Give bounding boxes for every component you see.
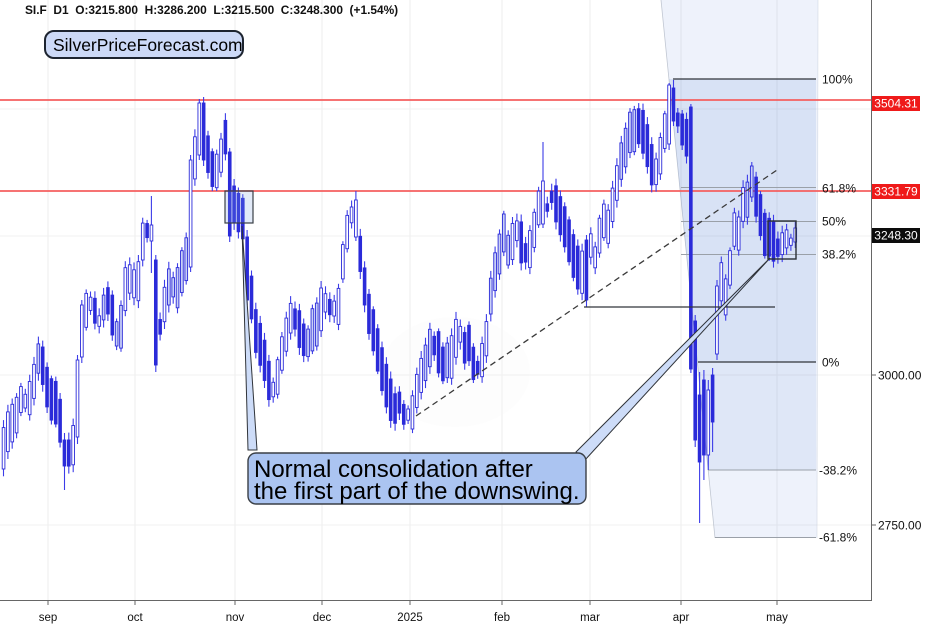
svg-text:61.8%: 61.8% xyxy=(822,182,856,196)
svg-text:3248.30: 3248.30 xyxy=(874,229,918,243)
svg-text:100%: 100% xyxy=(822,73,853,87)
svg-text:may: may xyxy=(766,612,788,624)
svg-text:-38.2%: -38.2% xyxy=(819,464,857,478)
svg-text:SilverPriceForecast.com: SilverPriceForecast.com xyxy=(53,35,243,55)
svg-text:2750.00: 2750.00 xyxy=(878,519,922,533)
svg-text:the first part of the downswin: the first part of the downswing. xyxy=(254,478,580,505)
svg-text:2025: 2025 xyxy=(397,612,423,624)
svg-text:SI.F D1 O:3215.800 H:3286.2: SI.F D1 O:3215.800 H:3286.200 L:3215.500… xyxy=(25,3,398,17)
svg-text:-61.8%: -61.8% xyxy=(819,531,857,545)
svg-text:3504.31: 3504.31 xyxy=(874,97,918,111)
svg-text:nov: nov xyxy=(226,612,245,624)
svg-text:38.2%: 38.2% xyxy=(822,248,856,262)
svg-text:mar: mar xyxy=(580,612,600,624)
svg-text:0%: 0% xyxy=(822,356,840,370)
svg-text:apr: apr xyxy=(673,612,690,624)
svg-text:3331.79: 3331.79 xyxy=(874,185,918,199)
svg-text:sep: sep xyxy=(39,612,58,624)
svg-text:feb: feb xyxy=(494,612,510,624)
svg-text:3000.00: 3000.00 xyxy=(878,369,922,383)
svg-text:Normal consolidation after: Normal consolidation after xyxy=(254,456,533,483)
svg-text:oct: oct xyxy=(127,612,143,624)
svg-text:50%: 50% xyxy=(822,215,846,229)
svg-text:dec: dec xyxy=(313,612,332,624)
